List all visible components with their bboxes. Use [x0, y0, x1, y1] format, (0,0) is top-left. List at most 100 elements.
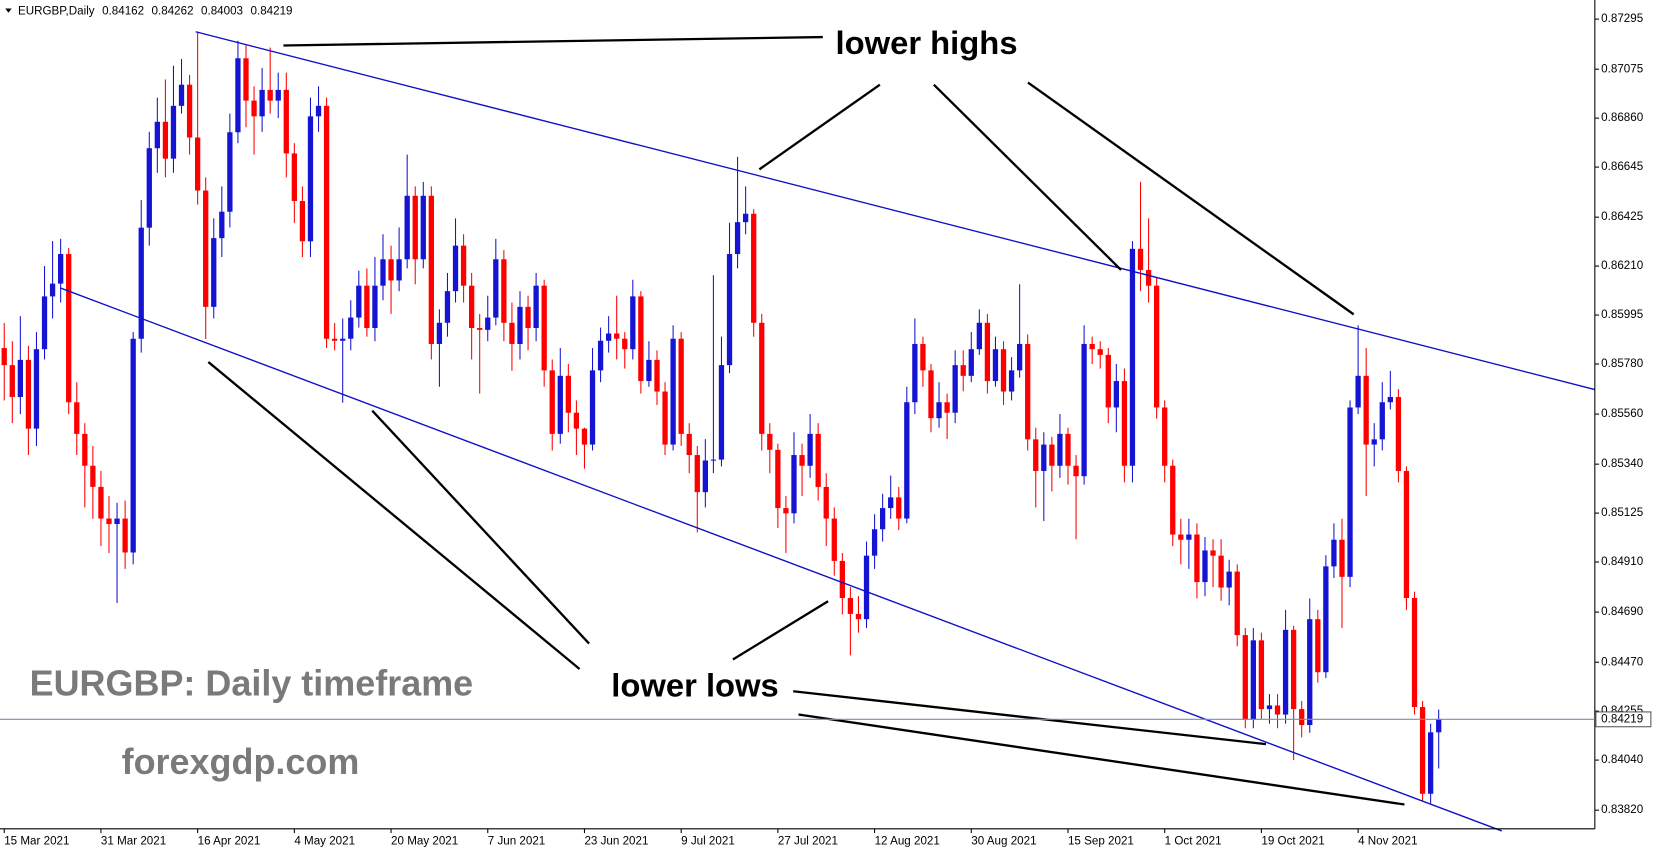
- pointer-line: [371, 409, 590, 645]
- candle-body: [968, 349, 974, 376]
- candle-body: [517, 306, 523, 344]
- candle-body: [356, 285, 362, 318]
- pointer-line: [933, 83, 1122, 271]
- candle-body: [114, 518, 120, 525]
- candle-body: [1129, 248, 1136, 466]
- candle-body: [9, 365, 15, 398]
- candle-body: [1210, 550, 1216, 556]
- candle-body: [960, 365, 966, 376]
- candle-body: [211, 238, 217, 307]
- y-tick-label: 0.85995: [1601, 308, 1643, 321]
- candle-body: [920, 343, 926, 371]
- candle-body: [726, 254, 733, 366]
- candle-body: [541, 285, 547, 371]
- pointer-line: [758, 83, 881, 171]
- candle-body: [912, 343, 918, 403]
- candle-body: [178, 84, 185, 106]
- candle-body: [1250, 640, 1256, 720]
- candle-body: [509, 322, 515, 344]
- candle-body: [1194, 534, 1200, 583]
- candle-body: [477, 328, 483, 330]
- candle-body: [1258, 640, 1265, 710]
- y-tick-label: 0.83820: [1601, 803, 1644, 816]
- candle-body: [549, 370, 555, 434]
- x-tick-label: 1 Oct 2021: [1165, 835, 1222, 848]
- candle-body: [372, 285, 378, 329]
- candle-body: [460, 245, 467, 286]
- x-tick-label: 9 Jul 2021: [681, 835, 735, 848]
- y-tick-label: 0.86210: [1601, 259, 1644, 272]
- candle-body: [162, 121, 169, 159]
- candle-body: [533, 285, 539, 329]
- x-tick-label: 15 Sep 2021: [1068, 835, 1134, 848]
- candle-body: [203, 190, 209, 307]
- candle-body: [1145, 269, 1152, 286]
- candle-body: [1339, 539, 1345, 577]
- candle-body: [896, 497, 902, 519]
- candle-body: [855, 613, 862, 620]
- candle-body: [1170, 465, 1176, 535]
- candle-body: [646, 359, 652, 382]
- candle-body: [1315, 619, 1321, 673]
- candle-body: [452, 245, 459, 292]
- candle-body: [1, 348, 7, 366]
- candle-body: [485, 317, 491, 330]
- pointer-line: [207, 361, 581, 670]
- y-tick-label: 0.85560: [1601, 407, 1644, 420]
- candle-body: [847, 598, 854, 614]
- candle-body: [251, 100, 257, 117]
- candle-body: [1299, 709, 1305, 726]
- candle-body: [138, 227, 144, 339]
- candle-body: [654, 359, 660, 392]
- candle-body: [888, 497, 894, 509]
- candle-body: [525, 306, 531, 329]
- candle-body: [1057, 433, 1063, 466]
- candle-body: [1387, 397, 1393, 403]
- candle-body: [1355, 375, 1361, 408]
- candle-body: [1323, 566, 1329, 673]
- candle-body: [194, 137, 201, 191]
- menu-arrow[interactable]: [5, 8, 12, 13]
- candle-body: [686, 433, 692, 456]
- candle-body: [1000, 349, 1007, 392]
- candle-body: [694, 455, 700, 493]
- candle-body: [1347, 407, 1353, 577]
- low-value: 0.84003: [201, 5, 243, 18]
- candle-body: [396, 259, 402, 281]
- candle-body: [839, 560, 845, 599]
- y-tick-label: 0.85340: [1601, 457, 1644, 470]
- candle-body: [928, 370, 934, 419]
- candle-body: [1234, 571, 1240, 636]
- plot-area: [1, 31, 1442, 804]
- candle-body: [718, 365, 725, 460]
- pointer-line: [1027, 81, 1355, 316]
- candle-body: [154, 121, 160, 149]
- candle-body: [1403, 470, 1410, 599]
- candle-body: [702, 460, 708, 493]
- annotation: lower highs: [835, 24, 1017, 61]
- candle-body: [82, 433, 88, 466]
- candle-body: [1113, 381, 1119, 408]
- candle-body: [1025, 343, 1031, 440]
- y-tick-label: 0.86425: [1601, 210, 1643, 223]
- close-value: 0.84219: [251, 5, 293, 18]
- candle-body: [259, 89, 265, 117]
- candle-body: [742, 213, 749, 223]
- candle-body: [573, 412, 580, 429]
- candle-body: [1331, 539, 1337, 567]
- pointer-line: [793, 690, 1267, 746]
- candle-body: [186, 84, 193, 138]
- candle-body: [783, 508, 789, 514]
- candle-body: [1097, 349, 1103, 355]
- candle-body: [1282, 629, 1289, 715]
- candle-body: [501, 259, 507, 323]
- candle-body: [74, 402, 80, 434]
- candle-body: [444, 291, 451, 323]
- candle-body: [1395, 397, 1402, 471]
- chart-title: EURGBP,Daily: [18, 5, 95, 18]
- candle-body: [775, 449, 781, 509]
- candle-body: [662, 391, 668, 445]
- x-tick-label: 12 Aug 2021: [875, 835, 940, 848]
